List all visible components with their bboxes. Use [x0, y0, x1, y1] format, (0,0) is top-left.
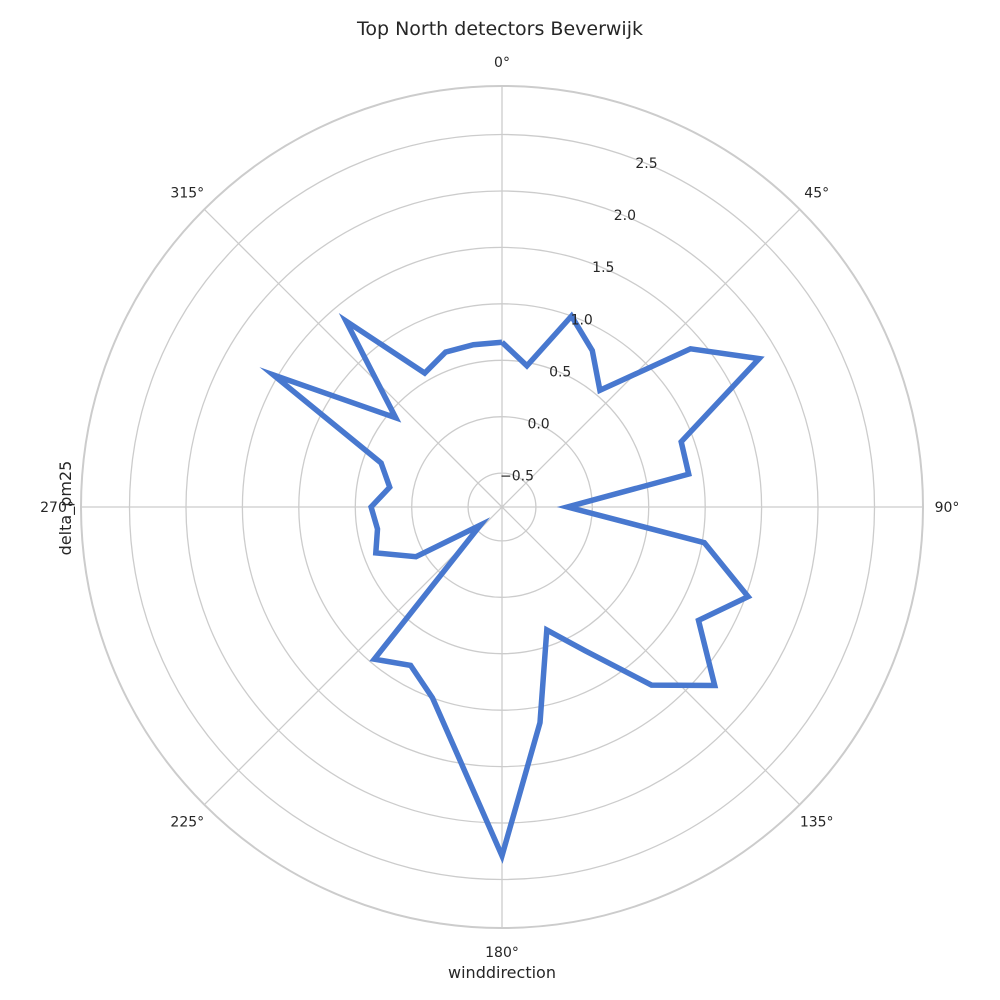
r-gridline	[411, 416, 593, 598]
theta-gridline	[203, 208, 503, 508]
r-tick-label: 0.0	[527, 417, 549, 433]
theta-tick-label: 270°	[40, 500, 74, 516]
r-gridline	[185, 190, 819, 824]
theta-tick-label: 45°	[804, 185, 829, 201]
theta-tick-label: 90°	[935, 500, 960, 516]
r-tick-label: 2.0	[614, 208, 636, 224]
r-tick-label: 1.5	[592, 260, 614, 276]
r-gridline	[128, 133, 876, 881]
y-axis-label: delta_pm25	[56, 461, 76, 556]
theta-tick-label: 225°	[170, 815, 204, 831]
r-gridline	[467, 472, 537, 542]
r-tick-label: 1.0	[571, 312, 593, 328]
r-gridline	[241, 246, 763, 768]
r-tick-label: 2.5	[635, 156, 657, 172]
r-tick-label: −0.5	[500, 469, 534, 485]
theta-gridline	[501, 208, 801, 508]
polar-frame	[80, 85, 924, 929]
tick-layer: 0° 45° 90° 135° 180° 225° 270° 315° −0.5 0.0 0.5 1.…	[40, 55, 959, 961]
x-axis-label: winddirection	[448, 963, 556, 982]
series-layer	[259, 311, 765, 864]
theta-gridline	[501, 506, 801, 806]
grid-layer	[80, 85, 924, 929]
r-gridline	[354, 359, 650, 655]
theta-tick-label: 135°	[800, 815, 834, 831]
theta-tick-label: 0°	[494, 55, 510, 71]
theta-tick-label: 180°	[485, 945, 519, 961]
r-gridline	[298, 303, 706, 711]
r-tick-label: 0.5	[549, 364, 571, 380]
chart-title: Top North detectors Beverwijk	[356, 18, 643, 40]
theta-tick-label: 315°	[170, 185, 204, 201]
series-line	[259, 311, 765, 864]
